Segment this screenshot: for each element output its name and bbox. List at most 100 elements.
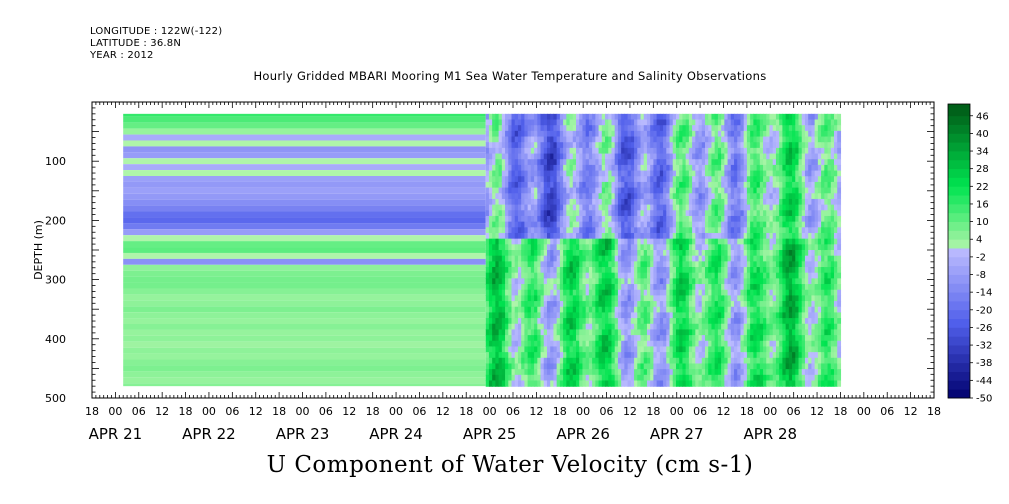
field-cell — [788, 153, 793, 160]
field-cell — [804, 170, 809, 177]
field-cell — [756, 170, 761, 177]
field-cell — [763, 221, 767, 228]
field-cell — [643, 272, 648, 279]
field-cell — [511, 125, 516, 132]
field-cell — [530, 147, 535, 155]
field-cell — [585, 380, 590, 387]
field-cell — [495, 352, 500, 359]
field-cell — [808, 335, 813, 342]
field-cell — [779, 193, 783, 200]
field-cell — [766, 147, 771, 155]
field-cell — [801, 176, 806, 183]
field-cell — [553, 267, 558, 274]
field-cell — [553, 352, 558, 359]
field-cell — [505, 323, 509, 331]
field-cell — [737, 227, 742, 234]
field-cell — [650, 312, 655, 319]
field-cell — [630, 215, 635, 223]
field-cell — [534, 261, 538, 268]
field-cell — [679, 289, 684, 296]
field-cell — [708, 278, 713, 285]
field-cell — [492, 284, 496, 291]
field-cell — [763, 125, 767, 132]
field-cell — [763, 215, 767, 223]
field-cell — [646, 244, 651, 251]
field-cell — [611, 221, 616, 228]
field-cell — [617, 250, 622, 257]
field-cell — [801, 221, 806, 228]
field-cell — [705, 187, 709, 194]
field-cell — [576, 363, 580, 370]
field-cell — [714, 147, 719, 155]
field-cell — [617, 369, 622, 376]
field-cell — [588, 113, 593, 121]
field-cell — [527, 318, 532, 325]
field-cell — [698, 176, 703, 183]
field-cell — [656, 301, 661, 308]
profile-band — [123, 276, 486, 283]
field-cell — [517, 369, 522, 376]
field-cell — [772, 113, 777, 121]
field-cell — [537, 232, 542, 240]
field-cell — [669, 232, 674, 240]
field-cell — [630, 119, 635, 126]
field-cell — [556, 119, 561, 126]
field-cell — [527, 289, 532, 296]
field-cell — [517, 272, 522, 279]
field-cell — [682, 340, 687, 348]
field-cell — [653, 198, 658, 206]
field-cell — [488, 312, 493, 319]
field-cell — [814, 267, 819, 274]
field-cell — [714, 187, 719, 194]
field-cell — [576, 153, 580, 160]
field-cell — [585, 210, 590, 217]
field-cell — [711, 125, 716, 132]
field-cell — [730, 221, 735, 228]
field-cell — [511, 210, 516, 217]
field-cell — [669, 181, 674, 189]
field-cell — [624, 278, 629, 285]
field-cell — [772, 215, 777, 223]
field-cell — [601, 113, 606, 121]
field-cell — [485, 130, 490, 138]
field-cell — [814, 369, 819, 376]
field-cell — [775, 130, 780, 138]
field-cell — [495, 198, 500, 206]
field-cell — [521, 329, 526, 336]
field-cell — [611, 363, 616, 370]
field-cell — [527, 340, 532, 348]
field-cell — [743, 227, 748, 234]
field-cell — [521, 232, 526, 240]
field-cell — [595, 295, 600, 302]
field-cell — [785, 130, 790, 138]
field-cell — [556, 215, 561, 223]
field-cell — [788, 170, 793, 177]
profile-band — [123, 282, 486, 289]
field-cell — [772, 125, 777, 132]
field-cell — [588, 306, 593, 314]
field-cell — [727, 267, 732, 274]
field-cell — [669, 244, 674, 251]
field-cell — [666, 329, 671, 336]
field-cell — [814, 346, 819, 353]
field-cell — [714, 181, 719, 189]
field-cell — [669, 215, 674, 223]
field-cell — [679, 267, 684, 274]
field-cell — [708, 153, 713, 160]
field-cell — [779, 312, 783, 319]
field-cell — [695, 227, 700, 234]
field-cell — [763, 380, 767, 387]
field-cell — [508, 340, 513, 348]
field-cell — [650, 232, 655, 240]
field-cell — [566, 119, 571, 126]
field-cell — [656, 267, 661, 274]
field-cell — [717, 238, 722, 245]
field-cell — [598, 244, 603, 251]
field-cell — [517, 340, 522, 348]
field-cell — [804, 181, 809, 189]
field-cell — [530, 340, 535, 348]
field-cell — [804, 130, 809, 138]
field-cell — [605, 380, 609, 387]
profile-band — [123, 170, 486, 176]
field-cell — [582, 198, 587, 206]
